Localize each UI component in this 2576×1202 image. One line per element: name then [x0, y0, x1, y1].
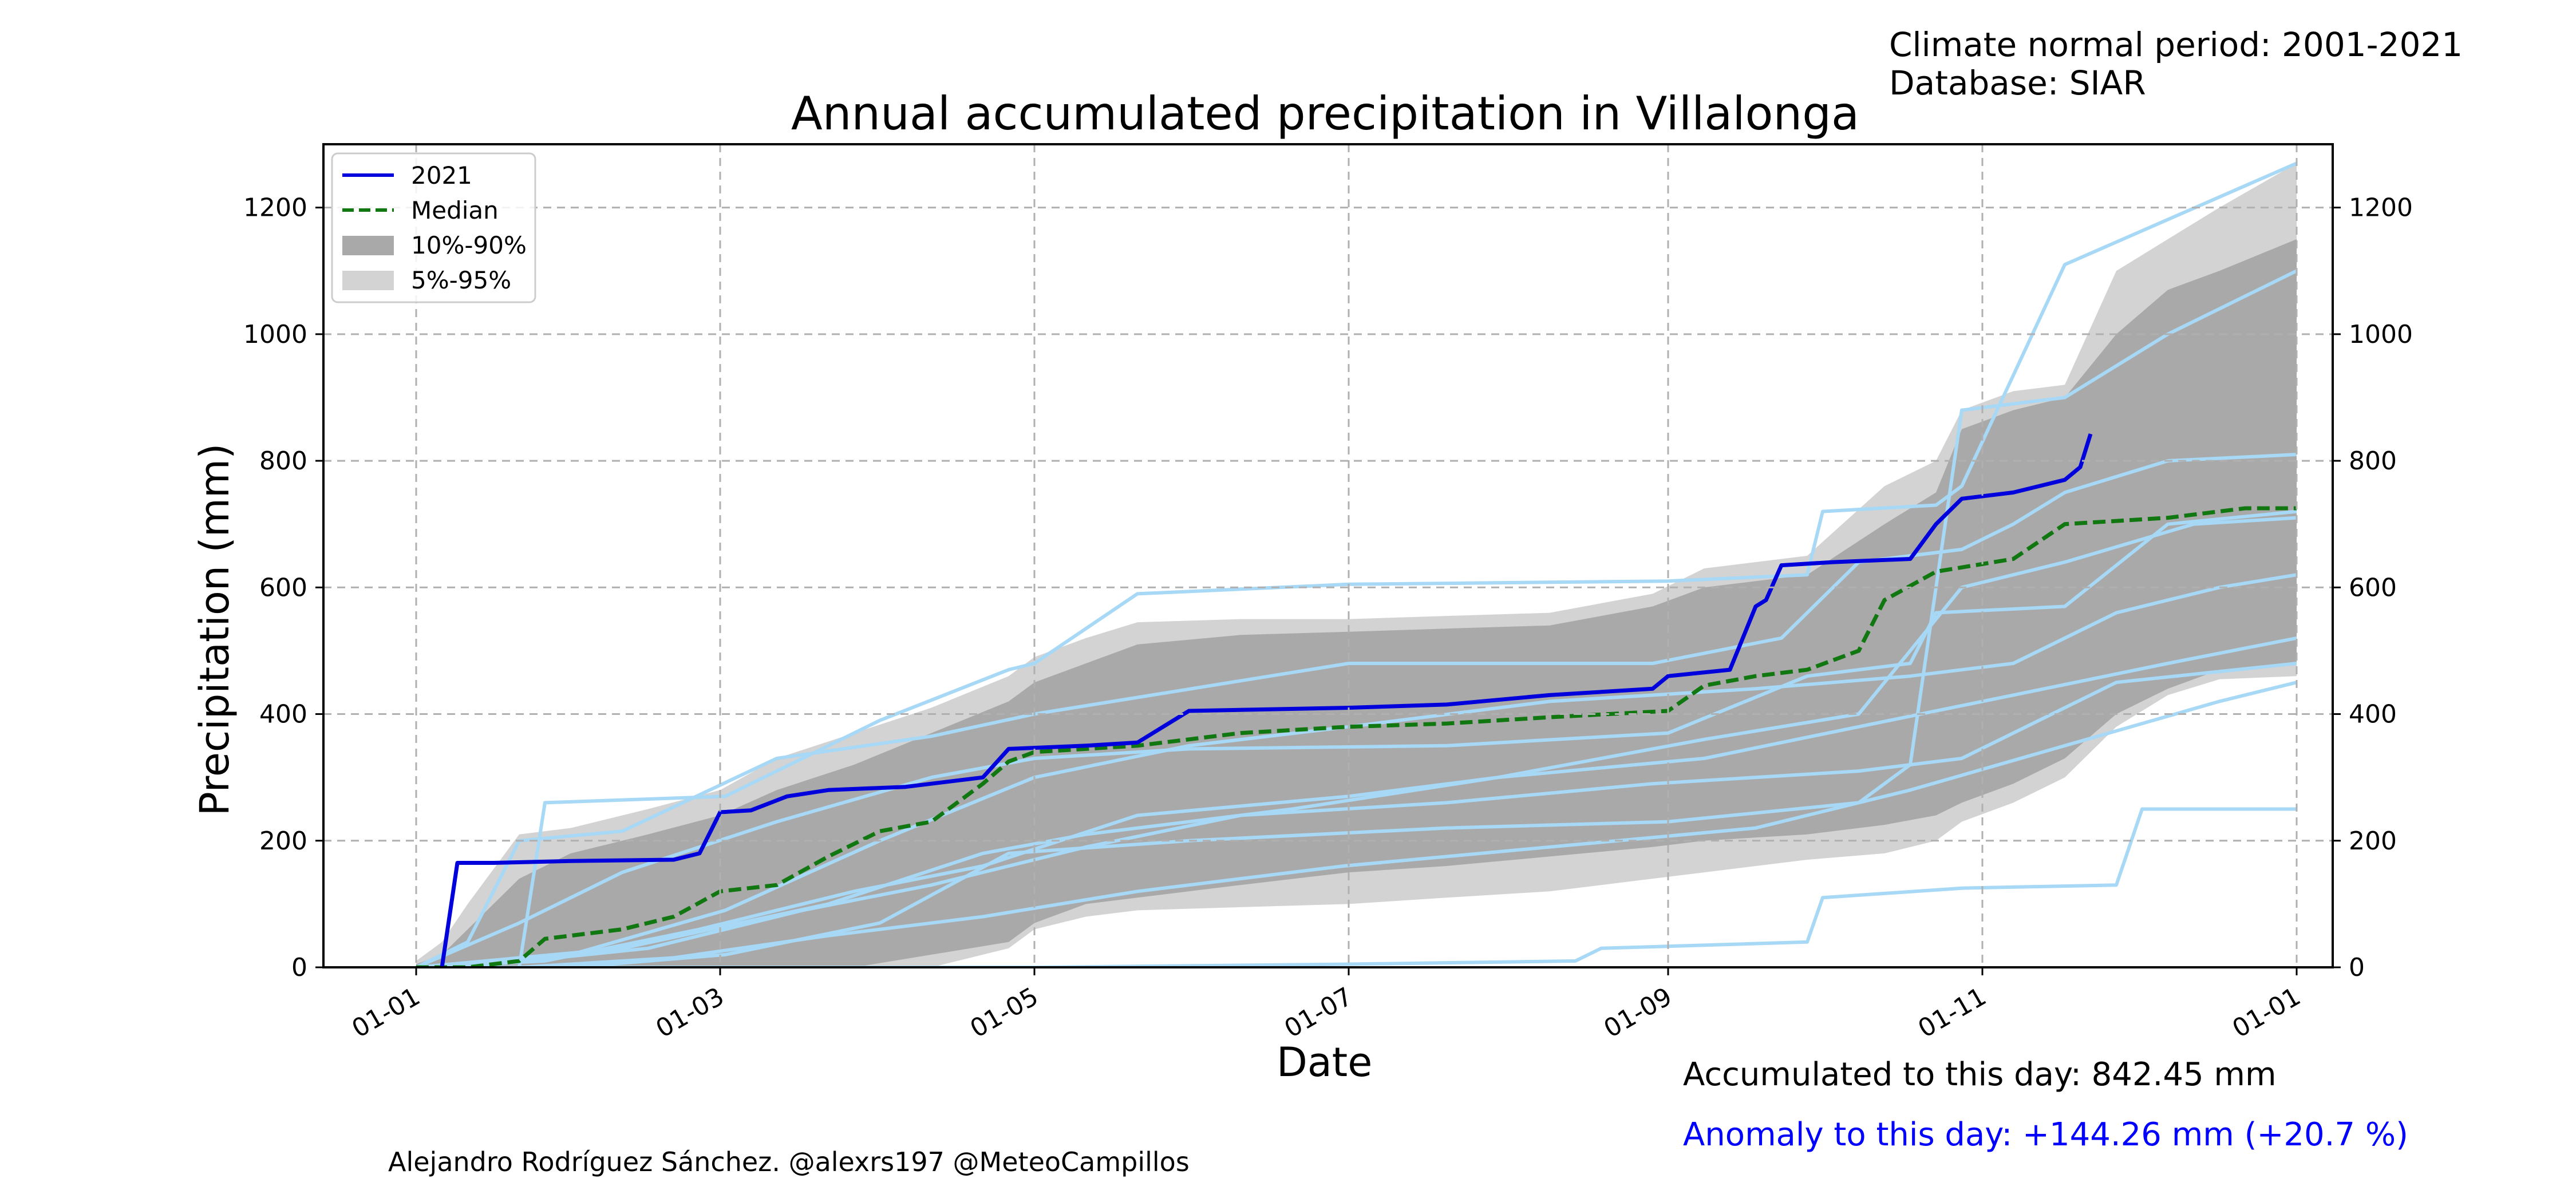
y-tick-label-left: 1000	[243, 320, 307, 349]
legend-label: 10%-90%	[411, 231, 527, 259]
legend-label: 5%-95%	[411, 266, 511, 294]
x-tick-label: 01-01	[2227, 982, 2305, 1043]
legend-swatch-band_10_90	[342, 236, 394, 255]
x-tick-label: 01-01	[347, 982, 425, 1043]
x-axis-label: Date	[1277, 1039, 1373, 1086]
anomaly-to-date: Anomaly to this day: +144.26 mm (+20.7 %…	[1683, 1116, 2408, 1153]
historical-series-line	[416, 681, 2297, 967]
legend-label: Median	[411, 196, 499, 224]
x-tick-label: 01-11	[1913, 982, 1991, 1043]
historical-series-line	[416, 807, 2297, 967]
y-tick-label-left: 800	[259, 446, 307, 476]
y-tick-label-right: 200	[2349, 827, 2397, 856]
median-line	[416, 506, 2297, 967]
historical-series-line	[415, 509, 2297, 967]
legend-label: 2021	[411, 161, 472, 189]
x-tick-label: 01-07	[1279, 982, 1357, 1043]
author-credit: Alejandro Rodríguez Sánchez. @alexrs197 …	[388, 1146, 1190, 1177]
plot-area: 0 0 200 200 400 400 600 600 800 800 1000 1000 1200 12…	[243, 143, 2413, 1043]
historical-series-line	[416, 269, 2298, 967]
y-tick-label-left: 1200	[243, 193, 307, 223]
plot-frame	[322, 143, 2334, 968]
x-tick-label: 01-05	[965, 982, 1043, 1043]
historical-series-line	[415, 453, 2297, 967]
y-tick-label-left: 400	[259, 700, 307, 729]
y-tick-label-left: 200	[259, 827, 307, 856]
y-tick-label-right: 1200	[2349, 193, 2413, 223]
y-tick-label-right: 600	[2349, 573, 2397, 602]
y-tick-label-left: 600	[259, 573, 307, 602]
legend-swatch-band_5_95	[342, 271, 394, 290]
historical-series-line	[416, 516, 2297, 967]
y-tick-label-right: 800	[2349, 446, 2397, 476]
historical-series-line	[416, 573, 2297, 967]
x-tick-label: 01-03	[651, 982, 729, 1043]
y-tick-label-right: 0	[2349, 953, 2365, 982]
legend: 2021 Median 10%-90% 5%-95%	[331, 152, 536, 303]
current-2021-line	[440, 433, 2093, 967]
band-10-90	[416, 239, 2297, 967]
legend-box	[331, 152, 536, 303]
y-tick-label-right: 1000	[2349, 320, 2413, 349]
climate-normal-period: Climate normal period: 2001-2021	[1889, 25, 2463, 64]
y-tick-label-right: 400	[2349, 700, 2397, 729]
chart-title: Annual accumulated precipitation in Vill…	[791, 87, 1859, 140]
y-tick-label-left: 0	[291, 953, 307, 982]
y-axis-label: Precipitation (mm)	[191, 443, 238, 816]
x-tick-label: 01-09	[1599, 982, 1677, 1043]
accumulated-to-date: Accumulated to this day: 842.45 mm	[1683, 1056, 2277, 1093]
data-layer	[415, 161, 2298, 967]
database-label: Database: SIAR	[1889, 64, 2146, 102]
